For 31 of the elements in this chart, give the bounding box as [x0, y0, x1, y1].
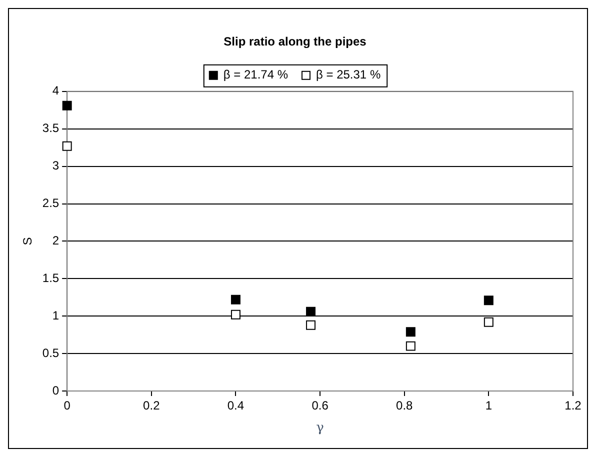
y-tick-label: 0.5 [42, 346, 60, 360]
y-tick-label: 3.5 [42, 121, 60, 136]
chart-title: Slip ratio along the pipes [224, 34, 367, 49]
legend-label: β = 21.74 % [223, 68, 288, 82]
y-tick-label: 2 [52, 234, 60, 248]
point [62, 100, 72, 110]
x-tick-label: 1 [485, 398, 492, 413]
point [306, 306, 316, 316]
y-axis-title: S [20, 237, 35, 246]
x-tick-label: 1.2 [564, 398, 582, 413]
y-tick-label: 1.5 [42, 270, 60, 285]
point [306, 320, 316, 330]
point [484, 296, 494, 306]
y-tick-label: 2.5 [42, 196, 60, 210]
y-tick-label: 3 [52, 158, 60, 173]
x-tick-label: 0.2 [143, 398, 160, 413]
x-tick-label: 0.4 [227, 398, 244, 413]
x-axis-title: γ [316, 420, 324, 436]
legend-label: β = 25.31 % [316, 68, 381, 82]
point [62, 141, 72, 151]
point [406, 341, 416, 351]
point [484, 317, 494, 327]
x-tick-label: 0.6 [312, 398, 329, 413]
point [230, 294, 240, 304]
y-tick-label: 1 [52, 308, 60, 322]
x-tick-label: 0 [64, 398, 71, 413]
point [406, 327, 416, 337]
y-tick-label: 4 [52, 84, 60, 98]
y-tick-label: 0 [52, 383, 60, 398]
point [230, 310, 240, 320]
x-tick-label: 0.8 [396, 398, 414, 413]
